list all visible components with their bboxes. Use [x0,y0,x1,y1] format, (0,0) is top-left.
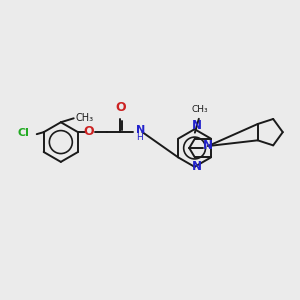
Text: N: N [136,125,146,135]
Text: H: H [136,133,143,142]
Text: N: N [192,160,202,173]
Text: N: N [203,139,213,152]
Text: O: O [84,125,94,138]
Text: CH₃: CH₃ [76,113,94,123]
Text: CH₃: CH₃ [191,105,208,114]
Text: Cl: Cl [18,128,30,138]
Text: N: N [192,119,202,132]
Text: O: O [115,101,126,114]
